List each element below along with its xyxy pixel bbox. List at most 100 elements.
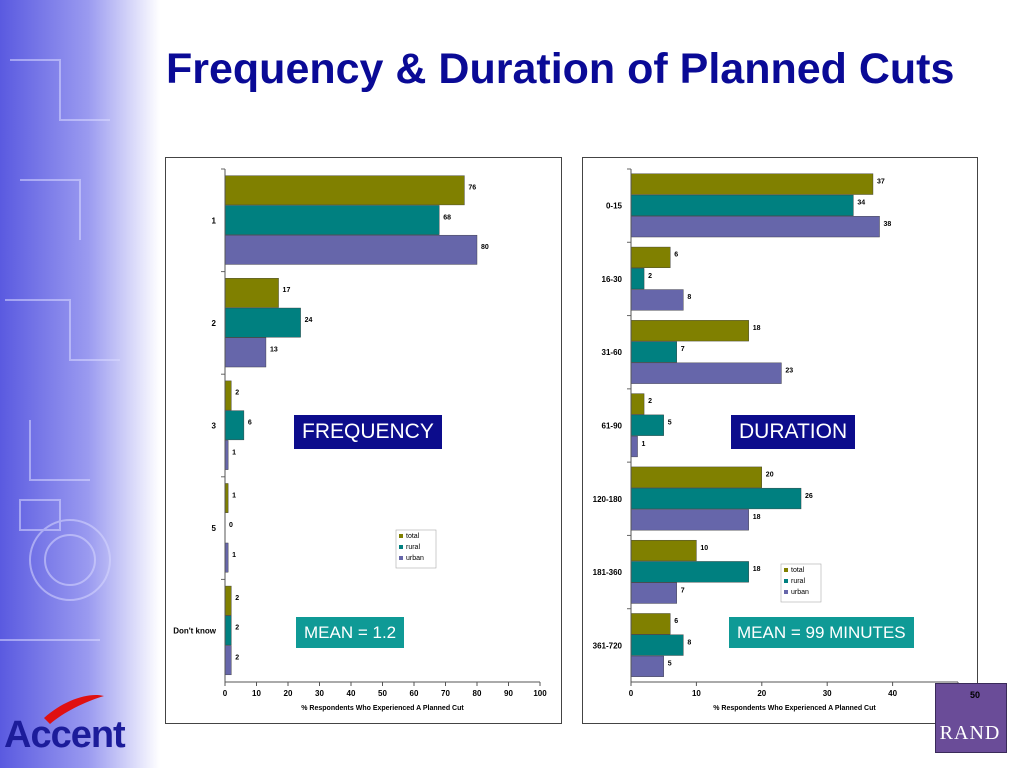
frequency-bar-2-urban bbox=[224, 337, 267, 368]
frequency-bar-3-rural bbox=[224, 410, 245, 441]
duration-x-tick-label-10: 10 bbox=[692, 689, 701, 698]
decorative-side-band bbox=[0, 0, 160, 768]
duration-bar-31-60-total bbox=[630, 320, 749, 342]
frequency-data-label-1-urban: 80 bbox=[481, 244, 489, 251]
duration-bar-16-30-urban bbox=[630, 289, 684, 311]
frequency-x-tick-label-90: 90 bbox=[504, 689, 513, 698]
frequency-legend: total rural urban bbox=[395, 529, 437, 569]
duration-data-label-120-180-rural: 26 bbox=[805, 493, 813, 500]
frequency-bar-3-total bbox=[224, 380, 232, 411]
duration-bar-120-180-rural bbox=[630, 487, 802, 510]
frequency-x-tick-label-20: 20 bbox=[284, 689, 293, 698]
duration-bar-0-15-rural bbox=[630, 194, 854, 216]
slide-number: 50 bbox=[969, 690, 980, 700]
frequency-label: FREQUENCY bbox=[294, 415, 442, 449]
duration-bar-361-720-total bbox=[630, 613, 671, 635]
frequency-data-label-don-t-know-rural: 2 bbox=[235, 625, 239, 632]
frequency-x-tick-label-0: 0 bbox=[223, 689, 228, 698]
duration-data-label-31-60-total: 18 bbox=[753, 325, 761, 332]
duration-bar-181-360-rural bbox=[630, 561, 749, 583]
frequency-legend-swatch-urban bbox=[399, 556, 403, 560]
duration-data-label-181-360-urban: 7 bbox=[681, 587, 685, 594]
duration-category-label-120-180: 120-180 bbox=[593, 495, 623, 504]
frequency-x-tick-label-100: 100 bbox=[533, 689, 547, 698]
duration-data-label-120-180-urban: 18 bbox=[753, 514, 761, 521]
duration-bars bbox=[630, 173, 880, 677]
duration-legend-swatch-rural bbox=[784, 579, 788, 583]
frequency-bar-1-rural bbox=[224, 205, 440, 235]
frequency-data-label-2-urban: 13 bbox=[270, 347, 278, 354]
duration-bar-0-15-urban bbox=[630, 216, 880, 238]
duration-data-label-181-360-total: 10 bbox=[700, 545, 708, 552]
duration-legend-label-rural: rural bbox=[791, 578, 805, 585]
frequency-data-label-3-rural: 6 bbox=[248, 420, 252, 427]
duration-category-label-16-30: 16-30 bbox=[602, 275, 623, 284]
duration-bar-31-60-urban bbox=[630, 362, 782, 384]
duration-bar-61-90-rural bbox=[630, 414, 664, 436]
frequency-data-label-5-total: 1 bbox=[232, 492, 236, 499]
frequency-x-tick-label-80: 80 bbox=[473, 689, 482, 698]
frequency-data-label-3-urban: 1 bbox=[232, 449, 236, 456]
frequency-category-label-1: 1 bbox=[212, 216, 217, 225]
frequency-bar-1-total bbox=[224, 175, 465, 206]
frequency-legend-label-total: total bbox=[406, 533, 420, 540]
duration-category-label-361-720: 361-720 bbox=[593, 641, 623, 650]
duration-category-label-61-90: 61-90 bbox=[602, 422, 623, 431]
frequency-x-tick-label-30: 30 bbox=[315, 689, 324, 698]
duration-data-label-181-360-rural: 18 bbox=[753, 566, 761, 573]
frequency-category-label-3: 3 bbox=[212, 422, 217, 431]
frequency-bars bbox=[224, 175, 478, 676]
duration-mean-label: MEAN = 99 MINUTES bbox=[729, 617, 914, 648]
duration-legend: total rural urban bbox=[780, 563, 822, 603]
brand-logo-text: Accent bbox=[4, 714, 126, 756]
duration-bar-181-360-urban bbox=[630, 582, 677, 604]
duration-data-label-120-180-total: 20 bbox=[766, 472, 774, 479]
frequency-bar-2-rural bbox=[224, 307, 301, 338]
duration-category-label-181-360: 181-360 bbox=[593, 568, 623, 577]
rand-logo-text: RAND bbox=[939, 722, 1001, 744]
frequency-bar-don-t-know-urban bbox=[224, 645, 232, 676]
duration-bar-181-360-total bbox=[630, 539, 697, 562]
frequency-mean-label: MEAN = 1.2 bbox=[296, 617, 405, 648]
duration-data-label-61-90-rural: 5 bbox=[668, 420, 672, 427]
frequency-data-label-2-rural: 24 bbox=[305, 317, 313, 324]
duration-data-label-31-60-rural: 7 bbox=[681, 346, 685, 353]
frequency-x-axis-label: % Respondents Who Experienced A Planned … bbox=[301, 705, 464, 712]
duration-category-label-31-60: 31-60 bbox=[602, 348, 623, 357]
duration-data-label-16-30-rural: 2 bbox=[648, 273, 652, 280]
duration-bar-120-180-total bbox=[630, 466, 763, 488]
duration-legend-swatch-total bbox=[784, 568, 788, 572]
duration-data-label-61-90-total: 2 bbox=[648, 398, 652, 405]
duration-data-label-16-30-urban: 8 bbox=[687, 294, 691, 301]
duration-data-label-361-720-total: 6 bbox=[674, 618, 678, 625]
duration-x-tick-label-40: 40 bbox=[888, 689, 897, 698]
duration-bar-361-720-urban bbox=[630, 655, 664, 677]
duration-data-label-61-90-urban: 1 bbox=[642, 441, 646, 448]
duration-x-tick-label-0: 0 bbox=[629, 689, 634, 698]
duration-bar-61-90-urban bbox=[630, 435, 638, 458]
duration-x-tick-label-20: 20 bbox=[757, 689, 766, 698]
rand-logo bbox=[935, 683, 1007, 753]
duration-bar-120-180-urban bbox=[630, 509, 749, 531]
duration-x-axis-label: % Respondents Who Experienced A Planned … bbox=[713, 705, 876, 712]
frequency-category-label-don-t-know: Don't know bbox=[173, 627, 217, 636]
frequency-data-label-don-t-know-urban: 2 bbox=[235, 654, 239, 661]
duration-data-label-0-15-urban: 38 bbox=[884, 221, 892, 228]
frequency-bar-don-t-know-rural bbox=[224, 615, 232, 646]
frequency-x-tick-label-60: 60 bbox=[410, 689, 419, 698]
frequency-data-label-3-total: 2 bbox=[235, 390, 239, 397]
frequency-x-tick-label-10: 10 bbox=[252, 689, 261, 698]
frequency-legend-label-rural: rural bbox=[406, 544, 420, 551]
frequency-x-tick-label-40: 40 bbox=[347, 689, 356, 698]
frequency-data-label-don-t-know-total: 2 bbox=[235, 595, 239, 602]
frequency-x-tick-label-50: 50 bbox=[378, 689, 387, 698]
frequency-legend-swatch-total bbox=[399, 534, 403, 538]
frequency-data-label-5-urban: 1 bbox=[232, 552, 236, 559]
duration-bar-16-30-total bbox=[630, 246, 671, 269]
duration-legend-label-urban: urban bbox=[791, 589, 809, 596]
frequency-bar-2-total bbox=[224, 278, 279, 308]
frequency-data-label-1-total: 76 bbox=[468, 185, 476, 192]
duration-legend-label-total: total bbox=[791, 567, 805, 574]
frequency-data-label-2-total: 17 bbox=[283, 287, 291, 294]
